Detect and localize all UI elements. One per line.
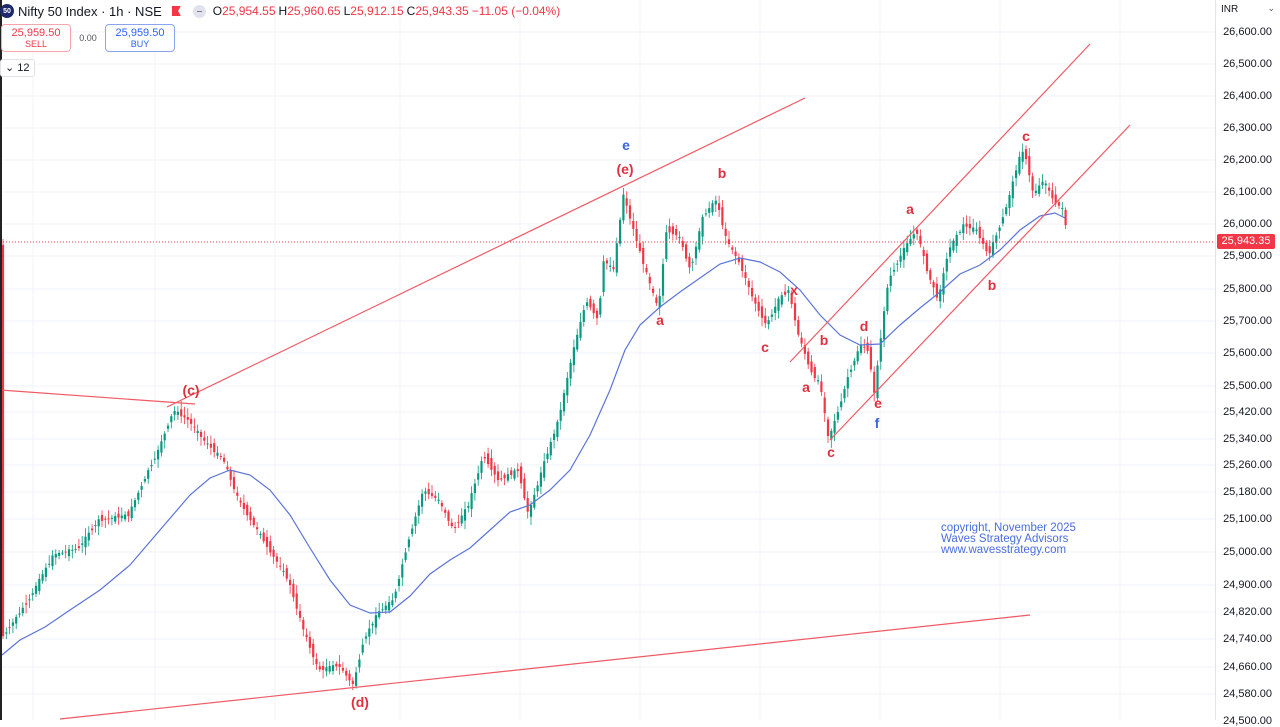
price-tick-label: 26,600.00: [1223, 26, 1272, 38]
wave-label: a: [656, 312, 664, 328]
buy-button[interactable]: 25,959.50 BUY: [105, 24, 175, 52]
flag-icon[interactable]: [171, 6, 181, 16]
copyright-note: copyright, November 2025 Waves Strategy …: [941, 522, 1076, 556]
channel-lower-line: [829, 124, 1131, 441]
price-tick-label: 25,900.00: [1223, 250, 1272, 262]
price-tick-label: 24,500.00: [1223, 715, 1272, 727]
price-chart-svg: [0, 0, 1215, 722]
price-tick-label: 24,820.00: [1223, 606, 1272, 618]
wave-label: c: [1022, 128, 1030, 144]
price-tick-label: 25,260.00: [1223, 459, 1272, 471]
price-tick-label: 26,300.00: [1223, 122, 1272, 134]
chevron-down-icon[interactable]: ⌄: [1267, 3, 1275, 13]
upper-resistance-line: [166, 97, 806, 408]
wave-label: e: [622, 137, 630, 153]
collapse-legend-icon[interactable]: [192, 4, 206, 18]
ohlc-change: −11.05 (−0.04%): [471, 4, 561, 18]
wave-label: e: [874, 395, 882, 411]
price-tick-label: 24,580.00: [1223, 688, 1272, 700]
symbol-title[interactable]: Nifty 50 Index · 1h · NSE: [18, 3, 162, 19]
wave-label: (e): [616, 161, 634, 177]
price-tick-label: 25,600.00: [1223, 347, 1272, 359]
wave-label: (d): [351, 694, 369, 710]
lower-support-line: [59, 614, 1031, 720]
wave-label: a: [906, 201, 914, 217]
indicators-toggle-button[interactable]: ⌄ 12: [0, 59, 35, 77]
window-edge: [0, 0, 2, 720]
wave-label: f: [874, 415, 880, 431]
candlesticks: [1, 143, 1067, 691]
symbol-legend: 50 Nifty 50 Index · 1h · NSE O25,954.55 …: [0, 2, 560, 20]
currency-selector[interactable]: INR: [1221, 4, 1239, 15]
price-axis[interactable]: INR ⌄ 26,600.00 26,500.00 26,400.00 26,300.…: [1215, 0, 1280, 727]
wave-label: b: [987, 277, 997, 293]
price-tick-label: 25,500.00: [1223, 380, 1272, 392]
nifty-logo-icon: 50: [0, 4, 14, 18]
price-tick-label: 26,100.00: [1223, 186, 1272, 198]
ohlc-low: L25,912.15: [343, 4, 404, 18]
ohlc-open: O25,954.55: [212, 4, 276, 18]
price-tick-label: 26,200.00: [1223, 154, 1272, 166]
price-tick-label: 25,000.00: [1223, 546, 1272, 558]
wave-label: b: [717, 165, 727, 181]
sell-button[interactable]: 25,959.50 SELL: [1, 24, 71, 52]
last-price-badge: 25,943.35: [1217, 234, 1275, 249]
price-tick-label: 25,340.00: [1223, 433, 1272, 445]
wave-label: d: [859, 318, 869, 334]
price-tick-label: 24,900.00: [1223, 579, 1272, 591]
trade-panel: 25,959.50 SELL 0.00 25,959.50 BUY: [0, 24, 175, 52]
chart-canvas[interactable]: [0, 0, 1215, 722]
wave-label: x: [790, 282, 798, 298]
wave-label: c: [761, 339, 769, 355]
grid-lines: [0, 0, 1215, 722]
price-tick-label: 24,740.00: [1223, 633, 1272, 645]
wave-label: b: [819, 332, 829, 348]
channel-upper-line: [789, 43, 1091, 363]
price-tick-label: 25,180.00: [1223, 486, 1272, 498]
price-tick-label: 24,660.00: [1223, 661, 1272, 673]
price-tick-label: 26,500.00: [1223, 58, 1272, 70]
price-tick-label: 25,800.00: [1223, 283, 1272, 295]
ohlc-close: C25,943.35: [406, 4, 469, 18]
price-tick-label: 26,000.00: [1223, 218, 1272, 230]
price-tick-label: 25,420.00: [1223, 406, 1272, 418]
wave-label: (c): [182, 382, 200, 398]
wave-label: a: [802, 379, 810, 395]
price-tick-label: 25,100.00: [1223, 513, 1272, 525]
ohlc-high: H25,960.65: [278, 4, 341, 18]
left-descending-line: [0, 389, 196, 405]
spread-value: 0.00: [79, 33, 97, 43]
wave-label: c: [827, 444, 835, 460]
moving-average-line: [1, 212, 1066, 656]
price-tick-label: 25,700.00: [1223, 315, 1272, 327]
price-tick-label: 26,400.00: [1223, 90, 1272, 102]
